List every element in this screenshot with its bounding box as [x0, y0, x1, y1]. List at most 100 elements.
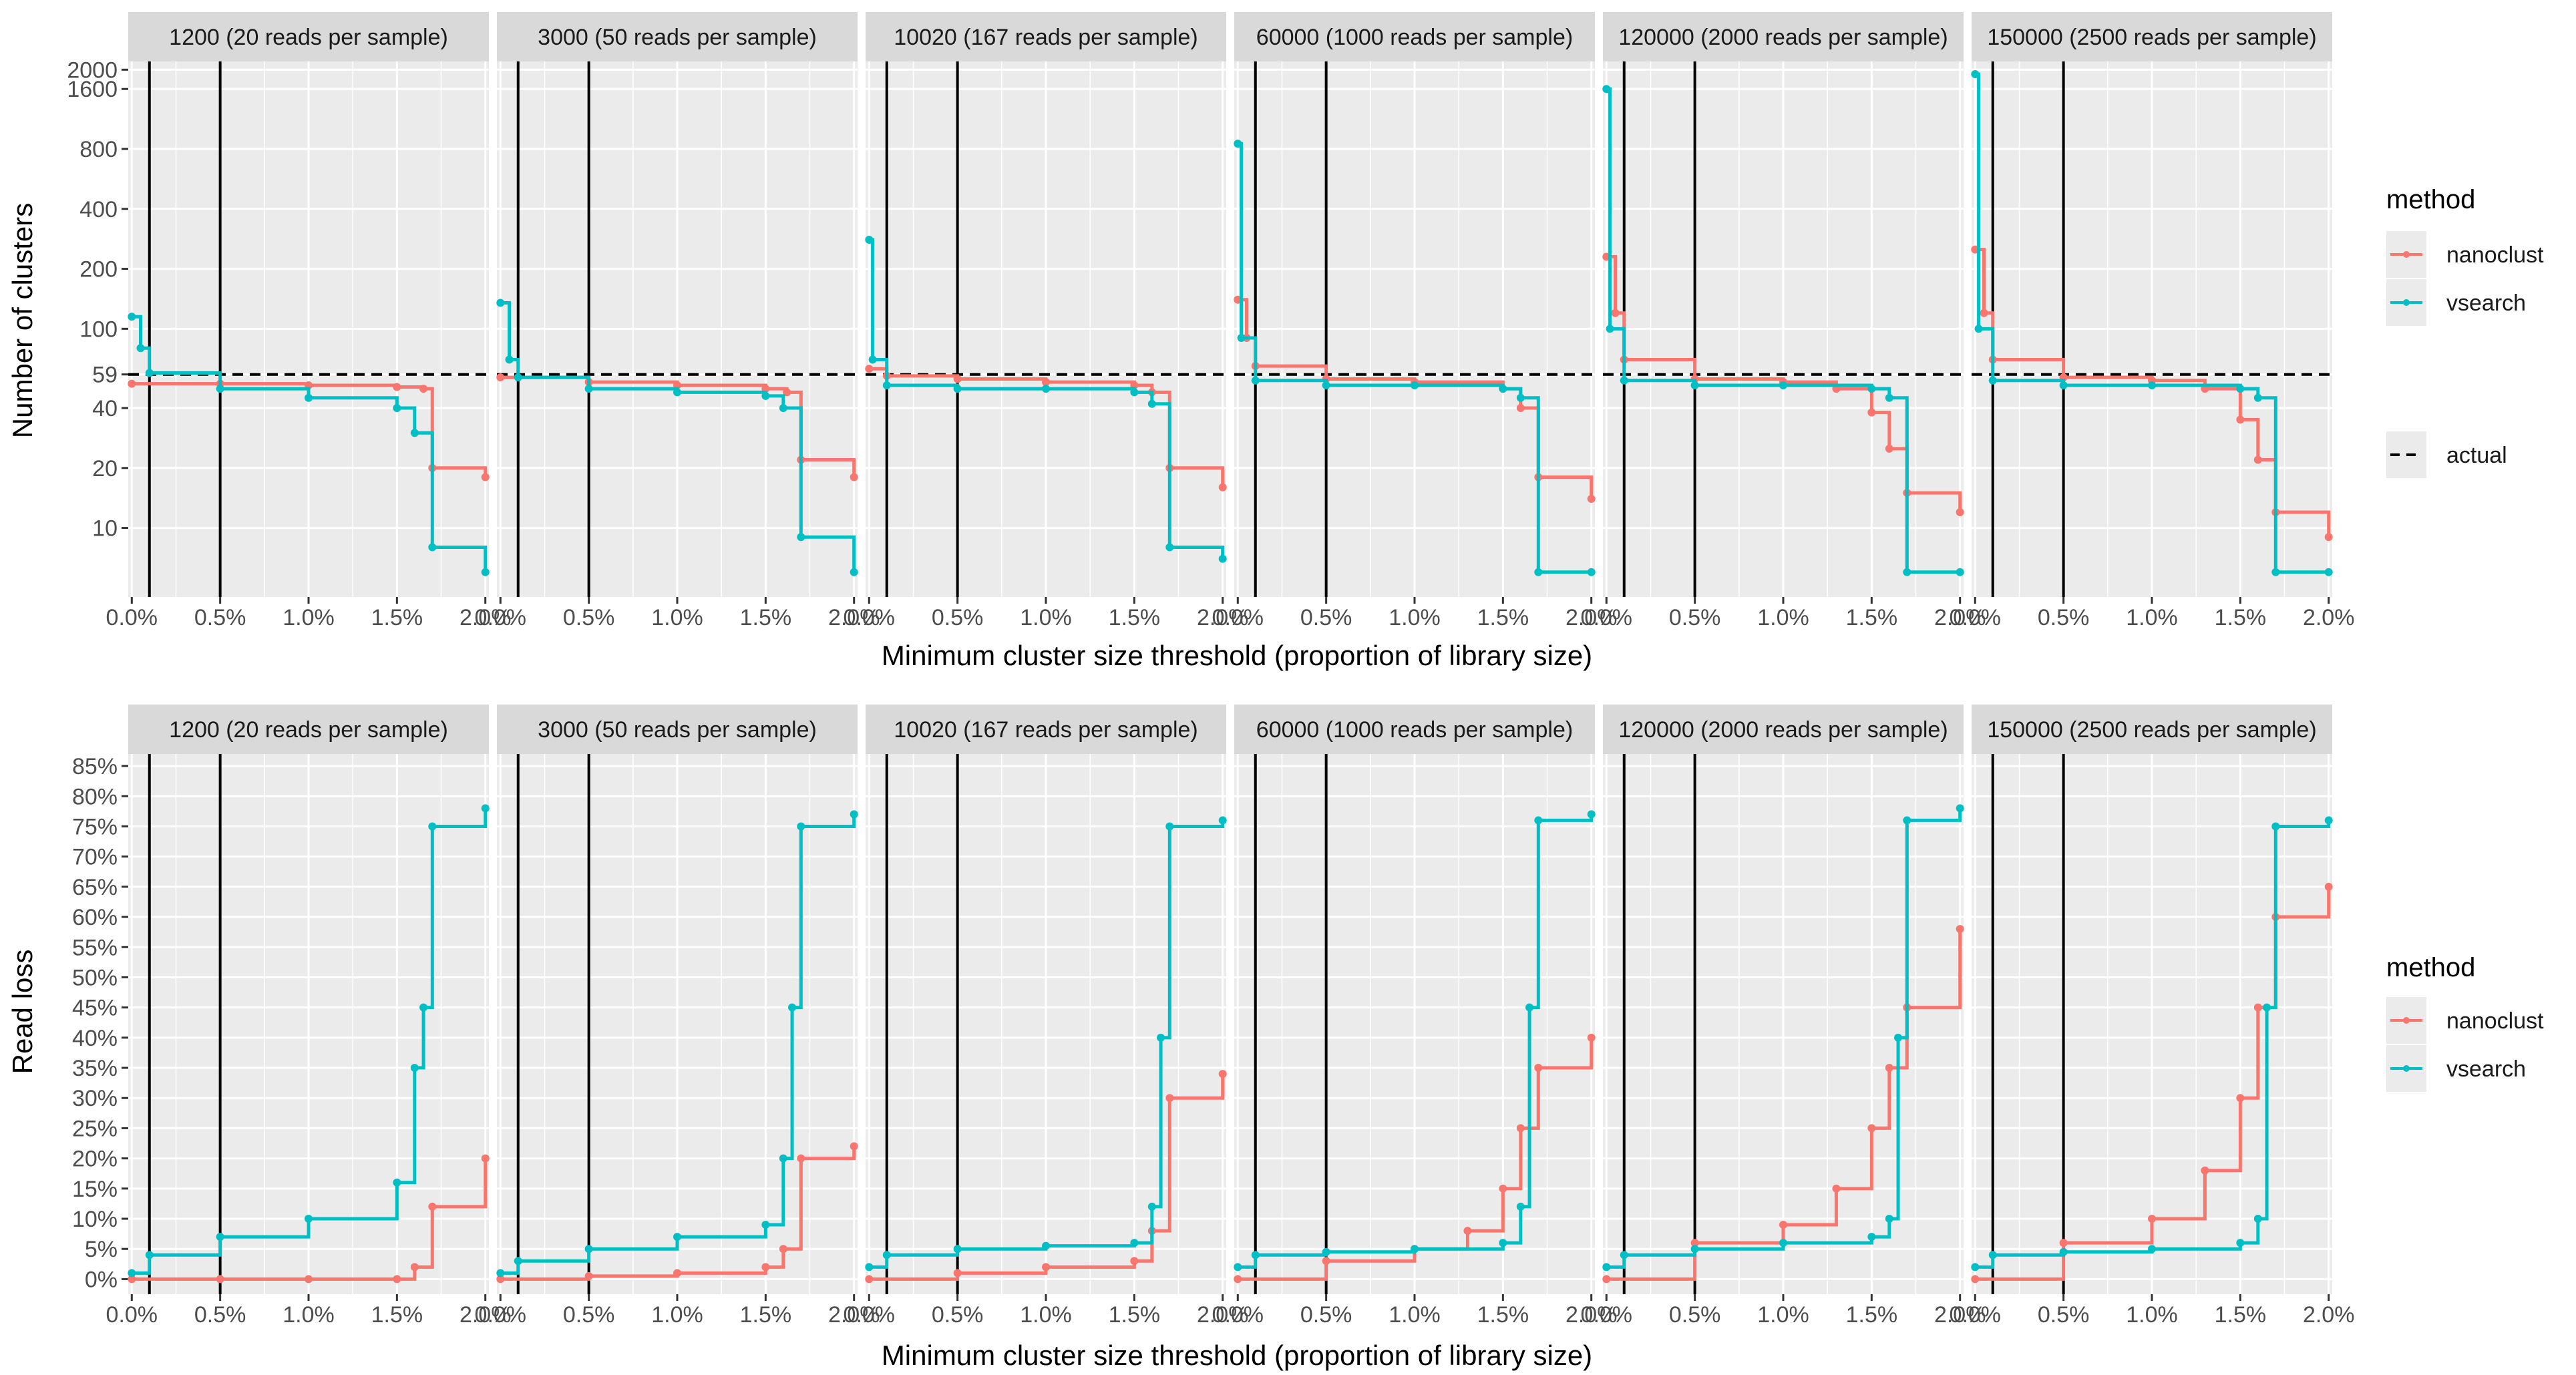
top-y-tick-label: 40: [92, 396, 118, 421]
top-data-point-nanoclust: [783, 388, 791, 397]
top-series-line-nanoclust: [132, 382, 488, 477]
bottom-x-tick-label: 1.5%: [1109, 1302, 1161, 1328]
bottom-data-point-nanoclust: [2324, 882, 2333, 891]
bottom-data-point-nanoclust: [410, 1263, 419, 1271]
bottom-data-point-nanoclust: [1218, 1070, 1227, 1078]
bottom-y-tick-label: 5%: [85, 1237, 118, 1262]
bottom-y-tick-label: 65%: [72, 875, 118, 900]
bottom-facet-strip: [128, 705, 489, 754]
bottom-data-point-vsearch: [1885, 1215, 1893, 1223]
top-x-tick-label: 2.0%: [828, 605, 880, 630]
top-data-point-vsearch: [128, 313, 136, 321]
top-data-point-vsearch: [2059, 381, 2068, 390]
top-data-point-nanoclust: [2253, 455, 2262, 464]
bottom-data-point-vsearch: [305, 1215, 313, 1223]
bottom-data-point-vsearch: [2253, 1215, 2262, 1223]
bottom-data-point-vsearch: [2263, 1003, 2271, 1012]
top-x-tick-label: 0.5%: [194, 605, 246, 630]
bottom-data-point-vsearch: [2059, 1247, 2068, 1256]
top-data-point-nanoclust: [419, 385, 428, 393]
bottom-legend-label-vsearch: vsearch: [2446, 1056, 2526, 1082]
bottom-data-point-nanoclust: [1165, 1094, 1174, 1103]
bottom-x-tick-label: 1.0%: [1757, 1302, 1809, 1328]
bottom-data-point-vsearch: [2236, 1239, 2245, 1247]
top-y-tick-label: 1600: [67, 77, 118, 102]
bottom-facet-strip: [1603, 705, 1964, 754]
top-data-point-vsearch: [505, 355, 514, 364]
bottom-y-tick-label: 60%: [72, 905, 118, 930]
top-data-point-vsearch: [496, 299, 505, 307]
bottom-data-point-nanoclust: [1042, 1263, 1050, 1271]
bottom-data-point-vsearch: [2324, 816, 2333, 825]
top-data-point-vsearch: [1885, 393, 1893, 402]
bottom-legend: method nanoclust vsearch: [2386, 953, 2544, 1092]
bottom-facet-strip: [497, 705, 858, 754]
top-data-point-nanoclust: [1885, 444, 1893, 453]
top-data-point-vsearch: [2236, 385, 2245, 393]
bottom-legend-dot-nanoclust: [2403, 1017, 2410, 1024]
top-x-tick-label: 1.0%: [651, 605, 703, 630]
bottom-data-point-vsearch: [1234, 1263, 1242, 1271]
top-x-tick-label: 1.5%: [1846, 605, 1898, 630]
bottom-x-tick-label: 1.0%: [1389, 1302, 1441, 1328]
top-x-tick-label: 1.5%: [1109, 605, 1161, 630]
top-data-point-nanoclust: [1218, 483, 1227, 492]
top-legend-label-nanoclust: nanoclust: [2446, 242, 2544, 268]
top-data-point-vsearch: [1620, 376, 1628, 385]
top-data-point-vsearch: [953, 385, 962, 393]
top-data-point-vsearch: [1534, 568, 1543, 576]
top-data-point-vsearch: [1974, 325, 1983, 333]
bottom-series-line-nanoclust: [132, 1158, 488, 1281]
top-data-point-vsearch: [2324, 568, 2333, 576]
top-data-point-nanoclust: [1611, 309, 1620, 317]
bottom-x-tick-label: 2.0%: [1566, 1302, 1618, 1328]
top-data-point-nanoclust: [1956, 508, 1964, 516]
bottom-data-point-vsearch: [1516, 1202, 1525, 1211]
bottom-y-axis-title: Read loss: [7, 950, 38, 1074]
top-data-point-nanoclust: [393, 383, 401, 391]
top-x-tick-label: 0.0%: [1581, 605, 1633, 630]
top-x-tick-label: 2.0%: [1566, 605, 1618, 630]
bottom-x-tick-label: 1.5%: [371, 1302, 423, 1328]
top-x-tick-label: 1.5%: [371, 605, 423, 630]
bottom-data-point-nanoclust: [1690, 1239, 1699, 1247]
bottom-data-point-vsearch: [428, 822, 437, 831]
bottom-x-tick-label: 0.5%: [1669, 1302, 1721, 1328]
bottom-data-point-nanoclust: [1971, 1275, 1980, 1284]
top-data-point-vsearch: [481, 568, 490, 576]
bottom-x-tick-label: 1.0%: [651, 1302, 703, 1328]
bottom-data-point-nanoclust: [2059, 1239, 2068, 1247]
top-y-axis-title: Number of clusters: [7, 203, 38, 438]
bottom-data-point-vsearch: [850, 810, 858, 819]
bottom-data-point-nanoclust: [673, 1269, 681, 1278]
bottom-series-line-nanoclust: [1238, 1037, 1594, 1281]
bottom-data-point-vsearch: [673, 1233, 681, 1241]
top-data-point-nanoclust: [2324, 533, 2333, 542]
bottom-data-point-nanoclust: [216, 1275, 224, 1284]
top-data-point-vsearch: [2253, 393, 2262, 402]
bottom-facet-label: 150000 (2500 reads per sample): [1987, 717, 2316, 743]
top-data-point-nanoclust: [1980, 309, 1988, 317]
top-x-tick-label: 0.5%: [563, 605, 615, 630]
top-data-point-vsearch: [393, 404, 401, 413]
bottom-data-point-vsearch: [1411, 1245, 1419, 1253]
bottom-legend-label-nanoclust: nanoclust: [2446, 1008, 2544, 1034]
top-data-point-vsearch: [1690, 381, 1699, 390]
top-data-point-vsearch: [1867, 385, 1876, 393]
bottom-x-tick-label: 0.5%: [563, 1302, 615, 1328]
bottom-x-tick-label: 2.0%: [459, 1302, 512, 1328]
top-data-point-nanoclust: [1867, 408, 1876, 417]
top-data-point-nanoclust: [1516, 404, 1525, 413]
top-data-point-vsearch: [1988, 376, 1997, 385]
top-data-point-vsearch: [865, 235, 874, 244]
bottom-data-point-vsearch: [128, 1269, 136, 1278]
bottom-data-point-vsearch: [788, 1003, 797, 1012]
bottom-data-point-nanoclust: [1587, 1033, 1596, 1042]
bottom-legend-dot-vsearch: [2403, 1065, 2410, 1072]
bottom-data-point-vsearch: [1042, 1241, 1050, 1250]
top-x-tick-label: 1.5%: [740, 605, 792, 630]
bottom-data-point-vsearch: [1218, 816, 1227, 825]
top-facet-strip: [1972, 12, 2332, 61]
